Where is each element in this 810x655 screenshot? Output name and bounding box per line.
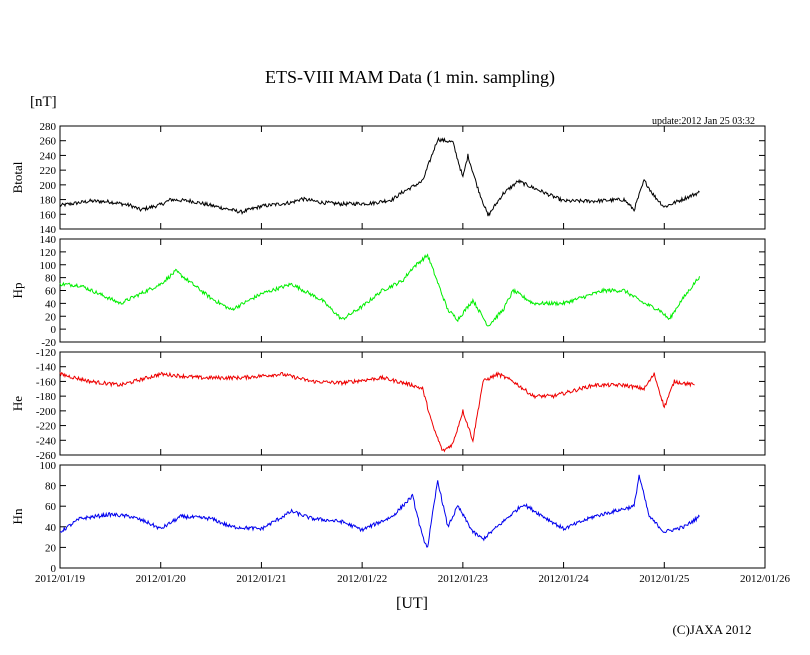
panel-frame-btotal	[59, 125, 766, 230]
y-tick-label: 80	[45, 273, 57, 285]
y-tick-label: 240	[40, 150, 57, 162]
y-tick-label: 100	[40, 260, 57, 272]
y-axis-label-btotal: Btotal	[10, 161, 25, 193]
y-tick-label: -120	[36, 347, 57, 359]
y-tick-label: -240	[36, 435, 57, 447]
y-tick-label: -20	[41, 337, 56, 349]
y-tick-label: 280	[40, 121, 57, 133]
x-tick-label: 2012/01/19	[35, 573, 86, 585]
x-tick-label: 2012/01/26	[740, 573, 791, 585]
y-tick-label: -160	[36, 376, 57, 388]
y-tick-label: 80	[45, 481, 57, 493]
series-line-hp	[59, 253, 700, 327]
y-tick-label: -180	[36, 391, 57, 403]
y-tick-label: -260	[36, 450, 57, 462]
y-axis-label-hn: Hn	[10, 508, 25, 524]
panel-frame-hn	[59, 464, 766, 569]
chart-title: ETS-VIII MAM Data (1 min. sampling)	[265, 67, 555, 88]
y-tick-label: -140	[36, 362, 57, 374]
y-tick-label: 180	[40, 195, 57, 207]
x-tick-label: 2012/01/20	[136, 573, 187, 585]
y-tick-label: 140	[40, 234, 57, 246]
y-tick-label: 160	[40, 209, 57, 221]
y-tick-label: 20	[45, 311, 57, 323]
update-timestamp: update:2012 Jan 25 03:32	[652, 116, 755, 127]
y-tick-label: 260	[40, 136, 57, 148]
y-tick-label: 20	[45, 542, 57, 554]
y-tick-label: -220	[36, 421, 57, 433]
y-tick-label: 60	[45, 501, 57, 513]
y-tick-label: 40	[45, 298, 57, 310]
y-axis-label-he: He	[10, 396, 25, 411]
y-tick-label: -200	[36, 406, 57, 418]
x-tick-label: 2012/01/24	[539, 573, 590, 585]
unit-label: [nT]	[30, 94, 57, 110]
y-tick-label: 60	[45, 286, 57, 298]
panel-frame-hp	[59, 238, 766, 343]
x-tick-label: 2012/01/21	[236, 573, 286, 585]
y-tick-label: 100	[40, 460, 57, 472]
y-tick-label: 140	[40, 224, 57, 236]
chart-panels: 140160180200220240260280Btotal-200204060…	[10, 121, 791, 585]
x-tick-label: 2012/01/22	[337, 573, 387, 585]
copyright-text: (C)JAXA 2012	[672, 622, 751, 637]
y-tick-label: 0	[51, 563, 57, 575]
y-axis-label-hp: Hp	[10, 283, 25, 299]
x-tick-label: 2012/01/25	[639, 573, 690, 585]
panel-frame-he	[59, 351, 766, 456]
y-tick-label: 120	[40, 247, 57, 259]
y-tick-label: 0	[51, 324, 57, 336]
series-line-hn	[59, 474, 700, 548]
y-tick-label: 40	[45, 522, 57, 534]
series-line-btotal	[59, 136, 700, 217]
y-tick-label: 200	[40, 180, 57, 192]
x-tick-label: 2012/01/23	[438, 573, 489, 585]
series-line-he	[59, 371, 695, 453]
y-tick-label: 220	[40, 165, 57, 177]
x-axis-label: [UT]	[396, 595, 428, 612]
